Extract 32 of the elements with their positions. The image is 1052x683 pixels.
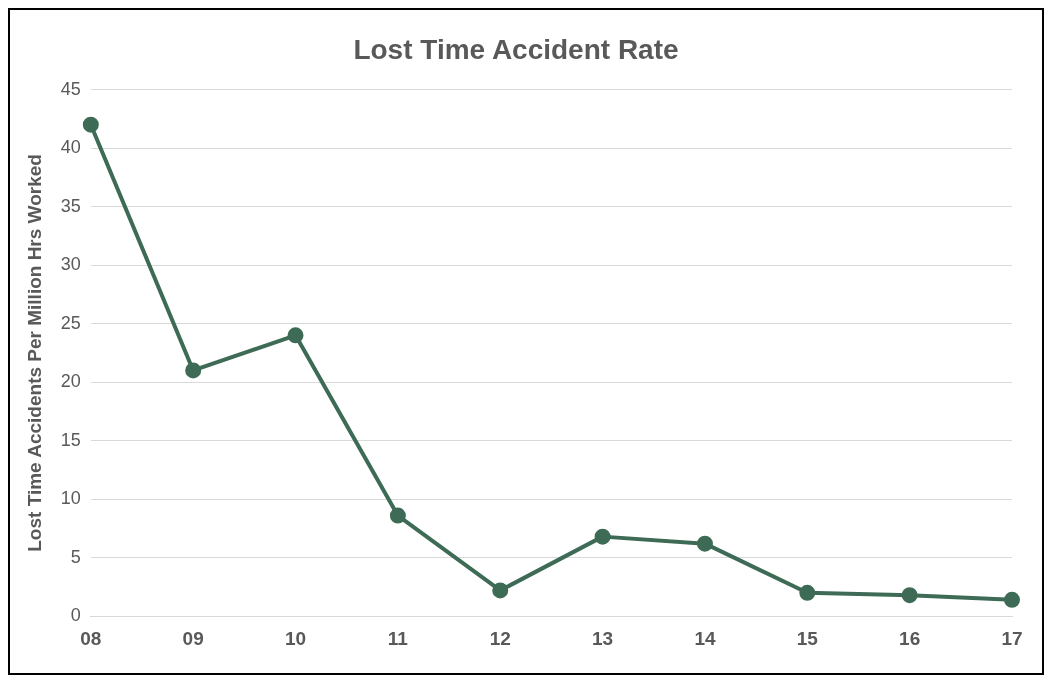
x-tick-label: 12: [489, 627, 511, 649]
x-tick-label: 11: [387, 627, 409, 649]
x-tick-label: 15: [796, 627, 819, 649]
x-tick-label: 16: [899, 627, 921, 649]
point: [594, 528, 611, 545]
point: [389, 507, 406, 524]
x-tick-label: 17: [1001, 627, 1023, 649]
y-tick-label: 20: [60, 371, 81, 392]
point: [1004, 591, 1020, 608]
x-tick-label: 13: [592, 627, 614, 649]
x-tick-label: 10: [284, 627, 307, 649]
chart-title: Lost Time Accident Rate: [353, 33, 679, 65]
point: [287, 327, 304, 344]
point: [696, 535, 713, 552]
y-tick-label: 0: [70, 605, 81, 626]
point: [901, 587, 918, 604]
y-tick-label: 15: [60, 429, 81, 450]
y-tick-label: 35: [60, 195, 81, 216]
y-tick-label: 30: [60, 254, 81, 275]
y-tick-label: 10: [60, 488, 81, 509]
y-tick-label: 40: [60, 137, 81, 158]
y-tick-label: 45: [60, 78, 81, 99]
point: [82, 116, 99, 133]
y-axis-title: Lost Time Accidents Per Million Hrs Worked: [23, 154, 45, 552]
point: [492, 582, 509, 599]
y-tick-label: 25: [60, 312, 81, 333]
x-tick-label: 14: [694, 627, 716, 649]
y-tick-label: 5: [70, 546, 81, 567]
point: [799, 584, 816, 601]
x-tick-label: 09: [182, 627, 204, 649]
point: [185, 362, 202, 379]
x-tick-label: 08: [80, 627, 102, 649]
